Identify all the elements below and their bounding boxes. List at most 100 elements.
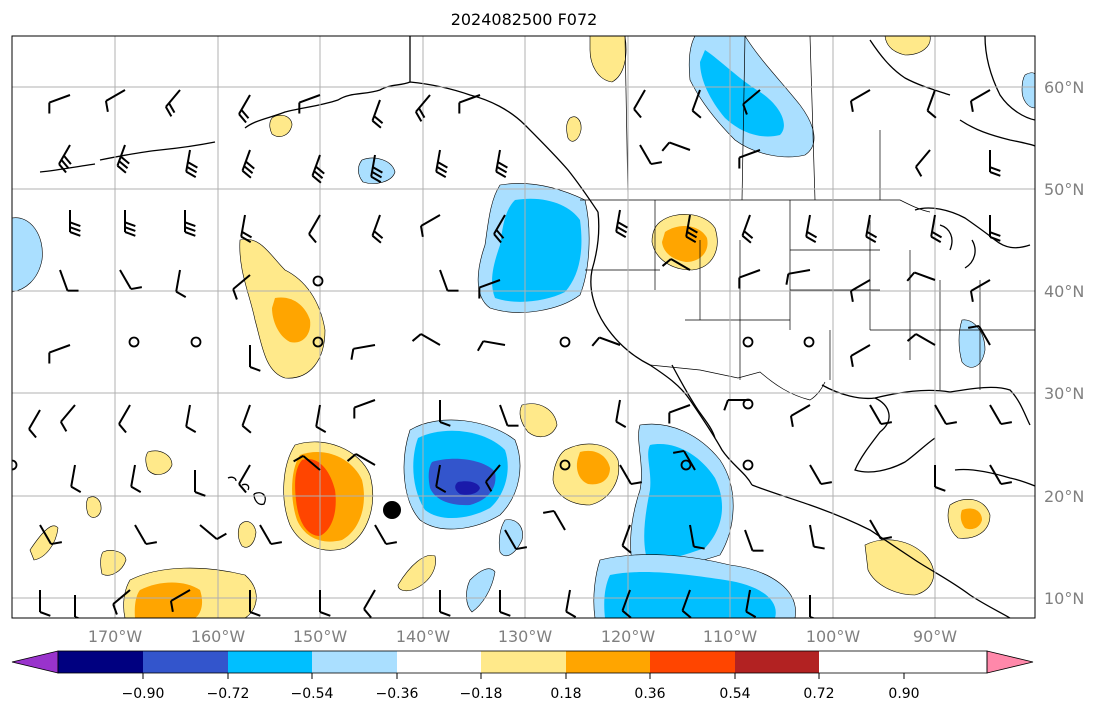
colorbar-tick-label: 0.18 [550, 686, 581, 702]
political-borders-layer [580, 36, 1035, 401]
wind-barb [914, 149, 931, 177]
anomaly-negative-pacific-northwest-core [492, 198, 582, 302]
wind-barb [134, 524, 158, 546]
anomaly-positive-central-america [864, 539, 934, 596]
wind-barb [499, 590, 511, 617]
calm-wind-marker [680, 459, 692, 471]
colorbar-tick-label: 0.90 [888, 686, 919, 702]
wind-barb [906, 271, 936, 282]
anomaly-positive-small-6 [269, 114, 293, 137]
anomaly-negative-gulf-of-alaska [358, 157, 396, 184]
wind-barb [542, 509, 566, 531]
wind-barb [809, 464, 833, 486]
wind-barb [865, 214, 878, 244]
calm-wind-marker [312, 275, 324, 287]
colorbar-tick-label: −0.36 [376, 686, 419, 702]
wind-barb [989, 150, 1001, 177]
wind-barb [249, 345, 261, 372]
wind-barb [169, 589, 191, 613]
wind-barb [689, 524, 705, 550]
colorbar-tick-label: 0.72 [803, 686, 834, 702]
wind-barb [619, 464, 643, 486]
wind-barb [621, 589, 632, 618]
wind-barb [238, 464, 251, 494]
anomaly-negative-small-1 [498, 519, 523, 556]
storm-center-marker [383, 501, 401, 519]
calm-wind-marker [742, 398, 754, 410]
wind-barb [906, 333, 936, 346]
colorbar-tick-label: 0.36 [634, 686, 665, 702]
calm-wind-marker [312, 336, 324, 348]
wind-barb [39, 590, 51, 617]
border-canadian-provinces [624, 36, 881, 201]
colorbar-segment [397, 651, 481, 673]
colorbar-segments [58, 651, 819, 673]
map-area [12, 36, 1035, 618]
calm-wind-marker [559, 336, 571, 348]
wind-barb [194, 470, 206, 497]
colorbar-segment [228, 651, 312, 673]
calm-wind-marker [559, 459, 571, 471]
lat-label: 20°N [1044, 487, 1084, 506]
wind-barb [315, 404, 327, 434]
wind-barb [745, 589, 757, 618]
lon-label: 100°W [806, 627, 861, 646]
wind-barb [259, 524, 283, 546]
wind-barb [185, 404, 197, 434]
wind-barb [934, 465, 946, 492]
anomaly-negative-west-edge [12, 217, 43, 293]
coastline-cuba [954, 468, 1035, 487]
calm-wind-marker [803, 336, 815, 348]
colorbar-segment [143, 651, 228, 673]
lat-label: 40°N [1044, 282, 1084, 301]
wind-barb [484, 464, 501, 492]
wind-barb [633, 89, 646, 119]
wind-barb [238, 94, 251, 124]
coastline-hawaii [227, 476, 266, 506]
wind-barb [184, 210, 196, 237]
wind-barb [504, 529, 528, 551]
wind-barb [371, 214, 384, 244]
wind-barb [930, 214, 943, 244]
latitude-labels: 60°N 50°N 40°N 30°N 20°N 10°N [1044, 78, 1084, 608]
wind-barb [849, 89, 871, 113]
wind-barb [104, 89, 126, 113]
wind-barb [48, 94, 71, 114]
lat-label: 50°N [1044, 180, 1084, 199]
anomaly-positive-small-9 [86, 496, 102, 518]
wind-barb [112, 589, 131, 615]
anomaly-negative-central-pacific-darkest [455, 481, 480, 495]
anomaly-negative-tropical-east-core [604, 572, 776, 618]
anomaly-positive-idaho-core [662, 226, 708, 262]
wind-barb [124, 210, 136, 237]
colorbar-tick-label: −0.72 [207, 686, 250, 702]
wind-barb [439, 400, 451, 427]
anomaly-positive-baja-west-core [576, 450, 610, 485]
calm-wind-marker [128, 336, 140, 348]
wind-barb [39, 524, 63, 546]
wind-barb [363, 589, 376, 618]
colorbar-tick-label: 0.54 [719, 686, 750, 702]
wind-barb [435, 149, 448, 179]
wind-barb [59, 269, 79, 292]
lon-label: 130°W [498, 627, 553, 646]
wind-barb [59, 404, 76, 432]
wind-barb [439, 590, 451, 617]
wind-barb [414, 94, 431, 122]
wind-barb [926, 89, 937, 119]
wind-barb [989, 215, 1001, 242]
wind-barb [809, 524, 825, 550]
wind-barb [119, 269, 143, 291]
anomaly-positive-small-1 [519, 403, 558, 438]
wind-barb [685, 214, 698, 244]
wind-barb [668, 404, 691, 424]
anomaly-positive-small-8 [237, 521, 257, 548]
calm-wind-marker [742, 459, 754, 471]
lat-label: 10°N [1044, 589, 1084, 608]
wind-barb [591, 336, 621, 347]
wind-barb [565, 589, 577, 618]
wind-barb [741, 214, 754, 244]
colorbar-over-arrow [986, 650, 1034, 674]
wind-barb [934, 404, 958, 426]
wind-barb [199, 524, 227, 541]
